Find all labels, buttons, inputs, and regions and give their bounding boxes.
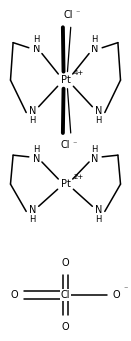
Text: N: N: [95, 205, 102, 215]
Text: H: H: [34, 145, 40, 153]
Text: Cl: Cl: [61, 290, 70, 300]
Text: N: N: [95, 106, 102, 116]
Text: H: H: [34, 35, 40, 44]
Text: ⁻: ⁻: [72, 140, 77, 149]
Text: Cl: Cl: [63, 11, 73, 20]
Text: N: N: [29, 205, 36, 215]
Text: N: N: [91, 153, 98, 164]
Text: Pt: Pt: [61, 75, 70, 85]
Text: N: N: [29, 106, 36, 116]
Text: N: N: [91, 44, 98, 55]
Text: O: O: [62, 258, 69, 268]
Text: ⁻: ⁻: [75, 8, 80, 17]
Text: H: H: [30, 215, 36, 224]
Text: N: N: [33, 44, 40, 55]
Text: H: H: [91, 145, 97, 153]
Text: H: H: [91, 35, 97, 44]
Text: ⁻: ⁻: [124, 284, 128, 293]
Text: H: H: [30, 116, 36, 125]
Text: 2+: 2+: [73, 174, 84, 180]
Text: Cl: Cl: [61, 140, 70, 150]
Text: H: H: [95, 116, 101, 125]
Text: O: O: [11, 290, 18, 300]
Text: 4+: 4+: [73, 70, 84, 76]
Text: O: O: [113, 290, 120, 300]
Text: H: H: [95, 215, 101, 224]
Text: Pt: Pt: [61, 179, 70, 189]
Text: O: O: [62, 322, 69, 332]
Text: N: N: [33, 153, 40, 164]
